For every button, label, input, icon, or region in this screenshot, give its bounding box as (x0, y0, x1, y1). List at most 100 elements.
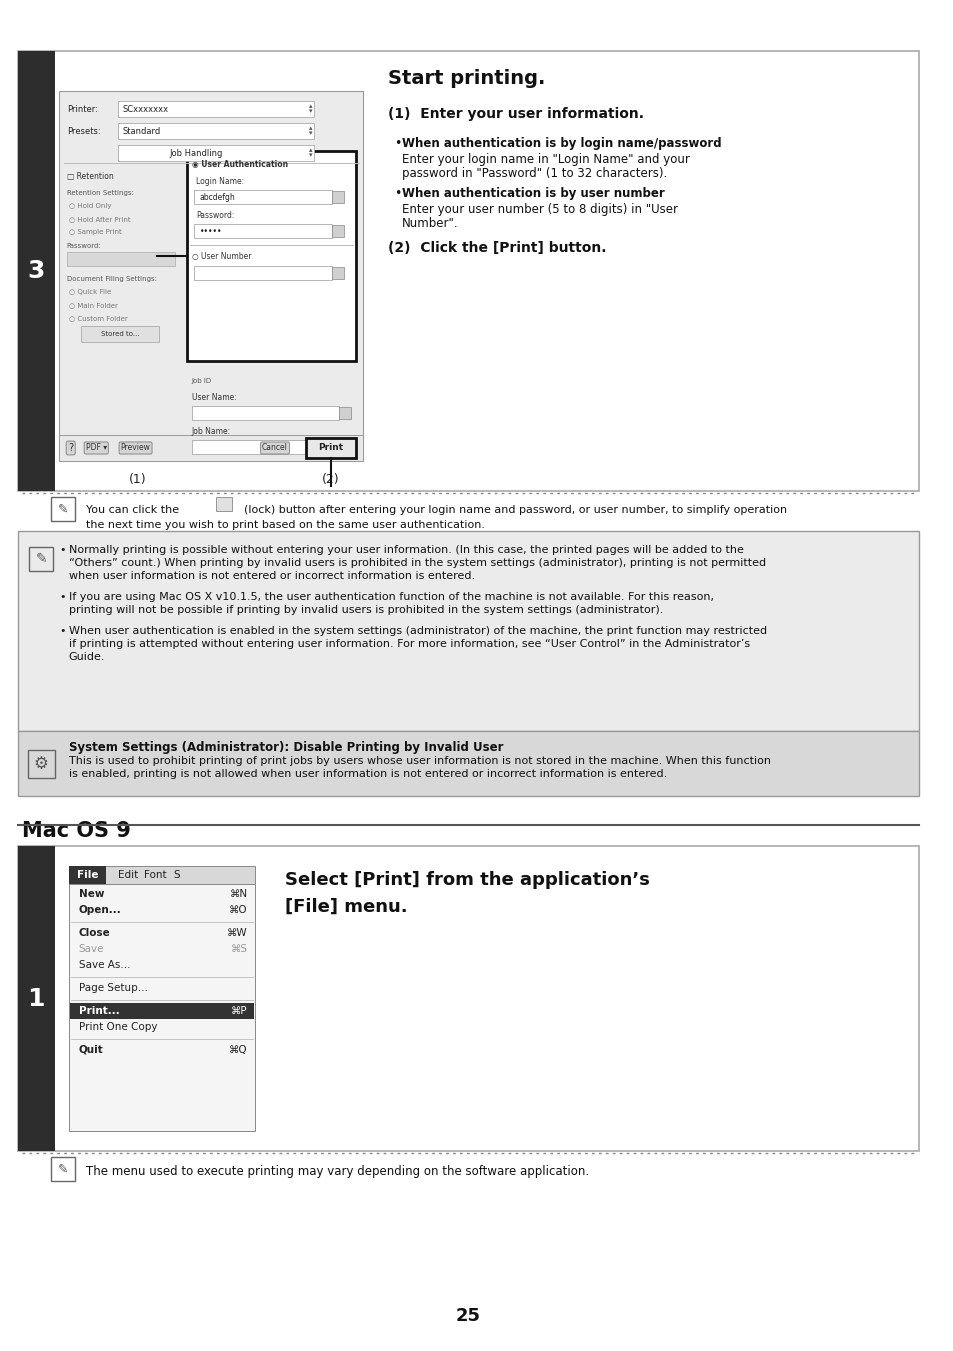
Text: Enter your login name in "Login Name" and your: Enter your login name in "Login Name" an… (401, 153, 689, 166)
Text: The menu used to execute printing may vary depending on the software application: The menu used to execute printing may va… (87, 1165, 589, 1178)
Bar (332, 267, 343, 280)
Bar (332, 226, 343, 236)
Text: Printer:: Printer: (67, 104, 97, 113)
Text: File: File (76, 870, 98, 880)
Text: (1)  Enter your user information.: (1) Enter your user information. (388, 107, 643, 122)
Text: When user authentication is enabled in the system settings (administrator) of th: When user authentication is enabled in t… (69, 626, 766, 636)
Bar (118, 145, 314, 161)
Text: Job ID: Job ID (192, 378, 212, 384)
Bar (18, 846, 55, 1151)
Bar (18, 531, 919, 731)
Text: Preview: Preview (120, 443, 151, 453)
Text: Save As...: Save As... (78, 961, 130, 970)
Text: ◉ User Authentication: ◉ User Authentication (192, 161, 288, 169)
Text: 3: 3 (28, 259, 45, 282)
Text: ⌘W: ⌘W (227, 928, 247, 938)
Text: This is used to prohibit printing of print jobs by users whose user information : This is used to prohibit printing of pri… (69, 757, 770, 766)
Bar (30, 547, 53, 571)
Text: Document Filing Settings:: Document Filing Settings: (67, 276, 156, 282)
Text: Stored to...: Stored to... (100, 331, 139, 336)
Text: Quit: Quit (78, 1046, 103, 1055)
Text: •: • (394, 186, 401, 200)
Text: ✎: ✎ (57, 1162, 68, 1175)
Text: Print One Copy: Print One Copy (78, 1021, 157, 1032)
Text: •: • (59, 626, 66, 636)
Text: Mac OS 9: Mac OS 9 (22, 821, 131, 842)
Text: ⌘S: ⌘S (231, 944, 247, 954)
Text: Edit: Edit (117, 870, 137, 880)
Text: Guide.: Guide. (69, 653, 105, 662)
Text: printing will not be possible if printing by invalid users is prohibited in the : printing will not be possible if printin… (69, 605, 662, 615)
Text: abcdefgh: abcdefgh (199, 192, 234, 201)
Text: Start printing.: Start printing. (388, 69, 545, 88)
Bar (194, 266, 332, 280)
Text: (2)  Click the [Print] button.: (2) Click the [Print] button. (388, 240, 606, 255)
Text: ○ Quick File: ○ Quick File (69, 289, 111, 295)
Bar (69, 866, 255, 884)
Text: Font: Font (144, 870, 167, 880)
Text: When authentication is by user number: When authentication is by user number (401, 186, 664, 200)
Text: •: • (394, 136, 401, 150)
Text: •: • (59, 544, 66, 555)
Text: ○ Sample Print: ○ Sample Print (69, 230, 121, 235)
Text: Number".: Number". (401, 218, 457, 230)
Text: (2): (2) (322, 473, 339, 485)
Text: Close: Close (78, 928, 111, 938)
Text: ⌘P: ⌘P (231, 1006, 247, 1016)
Bar (28, 750, 55, 778)
Bar (118, 123, 314, 139)
Text: ⌘N: ⌘N (229, 889, 247, 898)
Text: if printing is attempted without entering user information. For more information: if printing is attempted without enterin… (69, 639, 749, 648)
Text: •: • (59, 592, 66, 603)
Text: You can click the: You can click the (87, 505, 179, 515)
Text: ⌘Q: ⌘Q (229, 1046, 247, 1055)
Text: 25: 25 (456, 1306, 480, 1325)
Text: ○ Hold After Print: ○ Hold After Print (69, 216, 131, 222)
Text: Job Handling: Job Handling (170, 149, 223, 158)
Bar (51, 1156, 74, 1181)
Text: Open...: Open... (78, 905, 121, 915)
Bar (118, 101, 314, 118)
Text: ▴
▾: ▴ ▾ (309, 147, 313, 158)
Bar (80, 326, 159, 342)
Text: when user information is not entered or incorrect information is entered.: when user information is not entered or … (69, 571, 475, 581)
Text: ○ User Number: ○ User Number (192, 253, 251, 262)
Text: Page Setup...: Page Setup... (78, 984, 148, 993)
Text: Login Name:: Login Name: (196, 177, 244, 185)
Text: ○ Main Folder: ○ Main Folder (69, 303, 117, 308)
Text: Select [Print] from the application’s
[File] menu.: Select [Print] from the application’s [F… (285, 871, 649, 916)
Text: ?: ? (68, 443, 73, 453)
Bar (194, 224, 332, 238)
Text: ○ Custom Folder: ○ Custom Folder (69, 315, 128, 322)
Bar (67, 253, 174, 266)
Text: Retention Settings:: Retention Settings: (67, 190, 133, 196)
Bar (18, 731, 919, 796)
Text: •••••: ••••• (199, 227, 222, 235)
Text: is enabled, printing is not allowed when user information is not entered or inco: is enabled, printing is not allowed when… (69, 769, 666, 780)
Text: Password:: Password: (67, 243, 101, 249)
Text: ✎: ✎ (57, 503, 68, 516)
Bar (192, 440, 338, 454)
Text: the next time you wish to print based on the same user authentication.: the next time you wish to print based on… (87, 520, 485, 530)
Text: SCxxxxxxx: SCxxxxxxx (123, 104, 169, 113)
Text: Job Name:: Job Name: (192, 427, 231, 435)
Text: Enter your user number (5 to 8 digits) in "User: Enter your user number (5 to 8 digits) i… (401, 203, 677, 216)
Text: (lock) button after entering your login name and password, or user number, to si: (lock) button after entering your login … (243, 505, 786, 515)
Text: Save: Save (78, 944, 104, 954)
Bar (306, 438, 355, 458)
Bar (59, 435, 363, 461)
Text: “Others” count.) When printing by invalid users is prohibited in the system sett: “Others” count.) When printing by invali… (69, 558, 765, 567)
Bar (194, 190, 332, 204)
Text: ⌘O: ⌘O (229, 905, 247, 915)
Text: Cancel: Cancel (262, 443, 288, 453)
Text: Print: Print (318, 443, 343, 453)
Bar (70, 1002, 254, 1019)
Text: If you are using Mac OS X v10.1.5, the user authentication function of the machi: If you are using Mac OS X v10.1.5, the u… (69, 592, 713, 603)
Text: □ Retention: □ Retention (67, 173, 113, 181)
Text: User Name:: User Name: (192, 393, 236, 401)
Text: PDF ▾: PDF ▾ (86, 443, 107, 453)
Text: password in "Password" (1 to 32 characters).: password in "Password" (1 to 32 characte… (401, 168, 666, 180)
Bar (18, 51, 919, 490)
Text: ○ Hold Only: ○ Hold Only (69, 203, 112, 209)
Text: New: New (78, 889, 104, 898)
